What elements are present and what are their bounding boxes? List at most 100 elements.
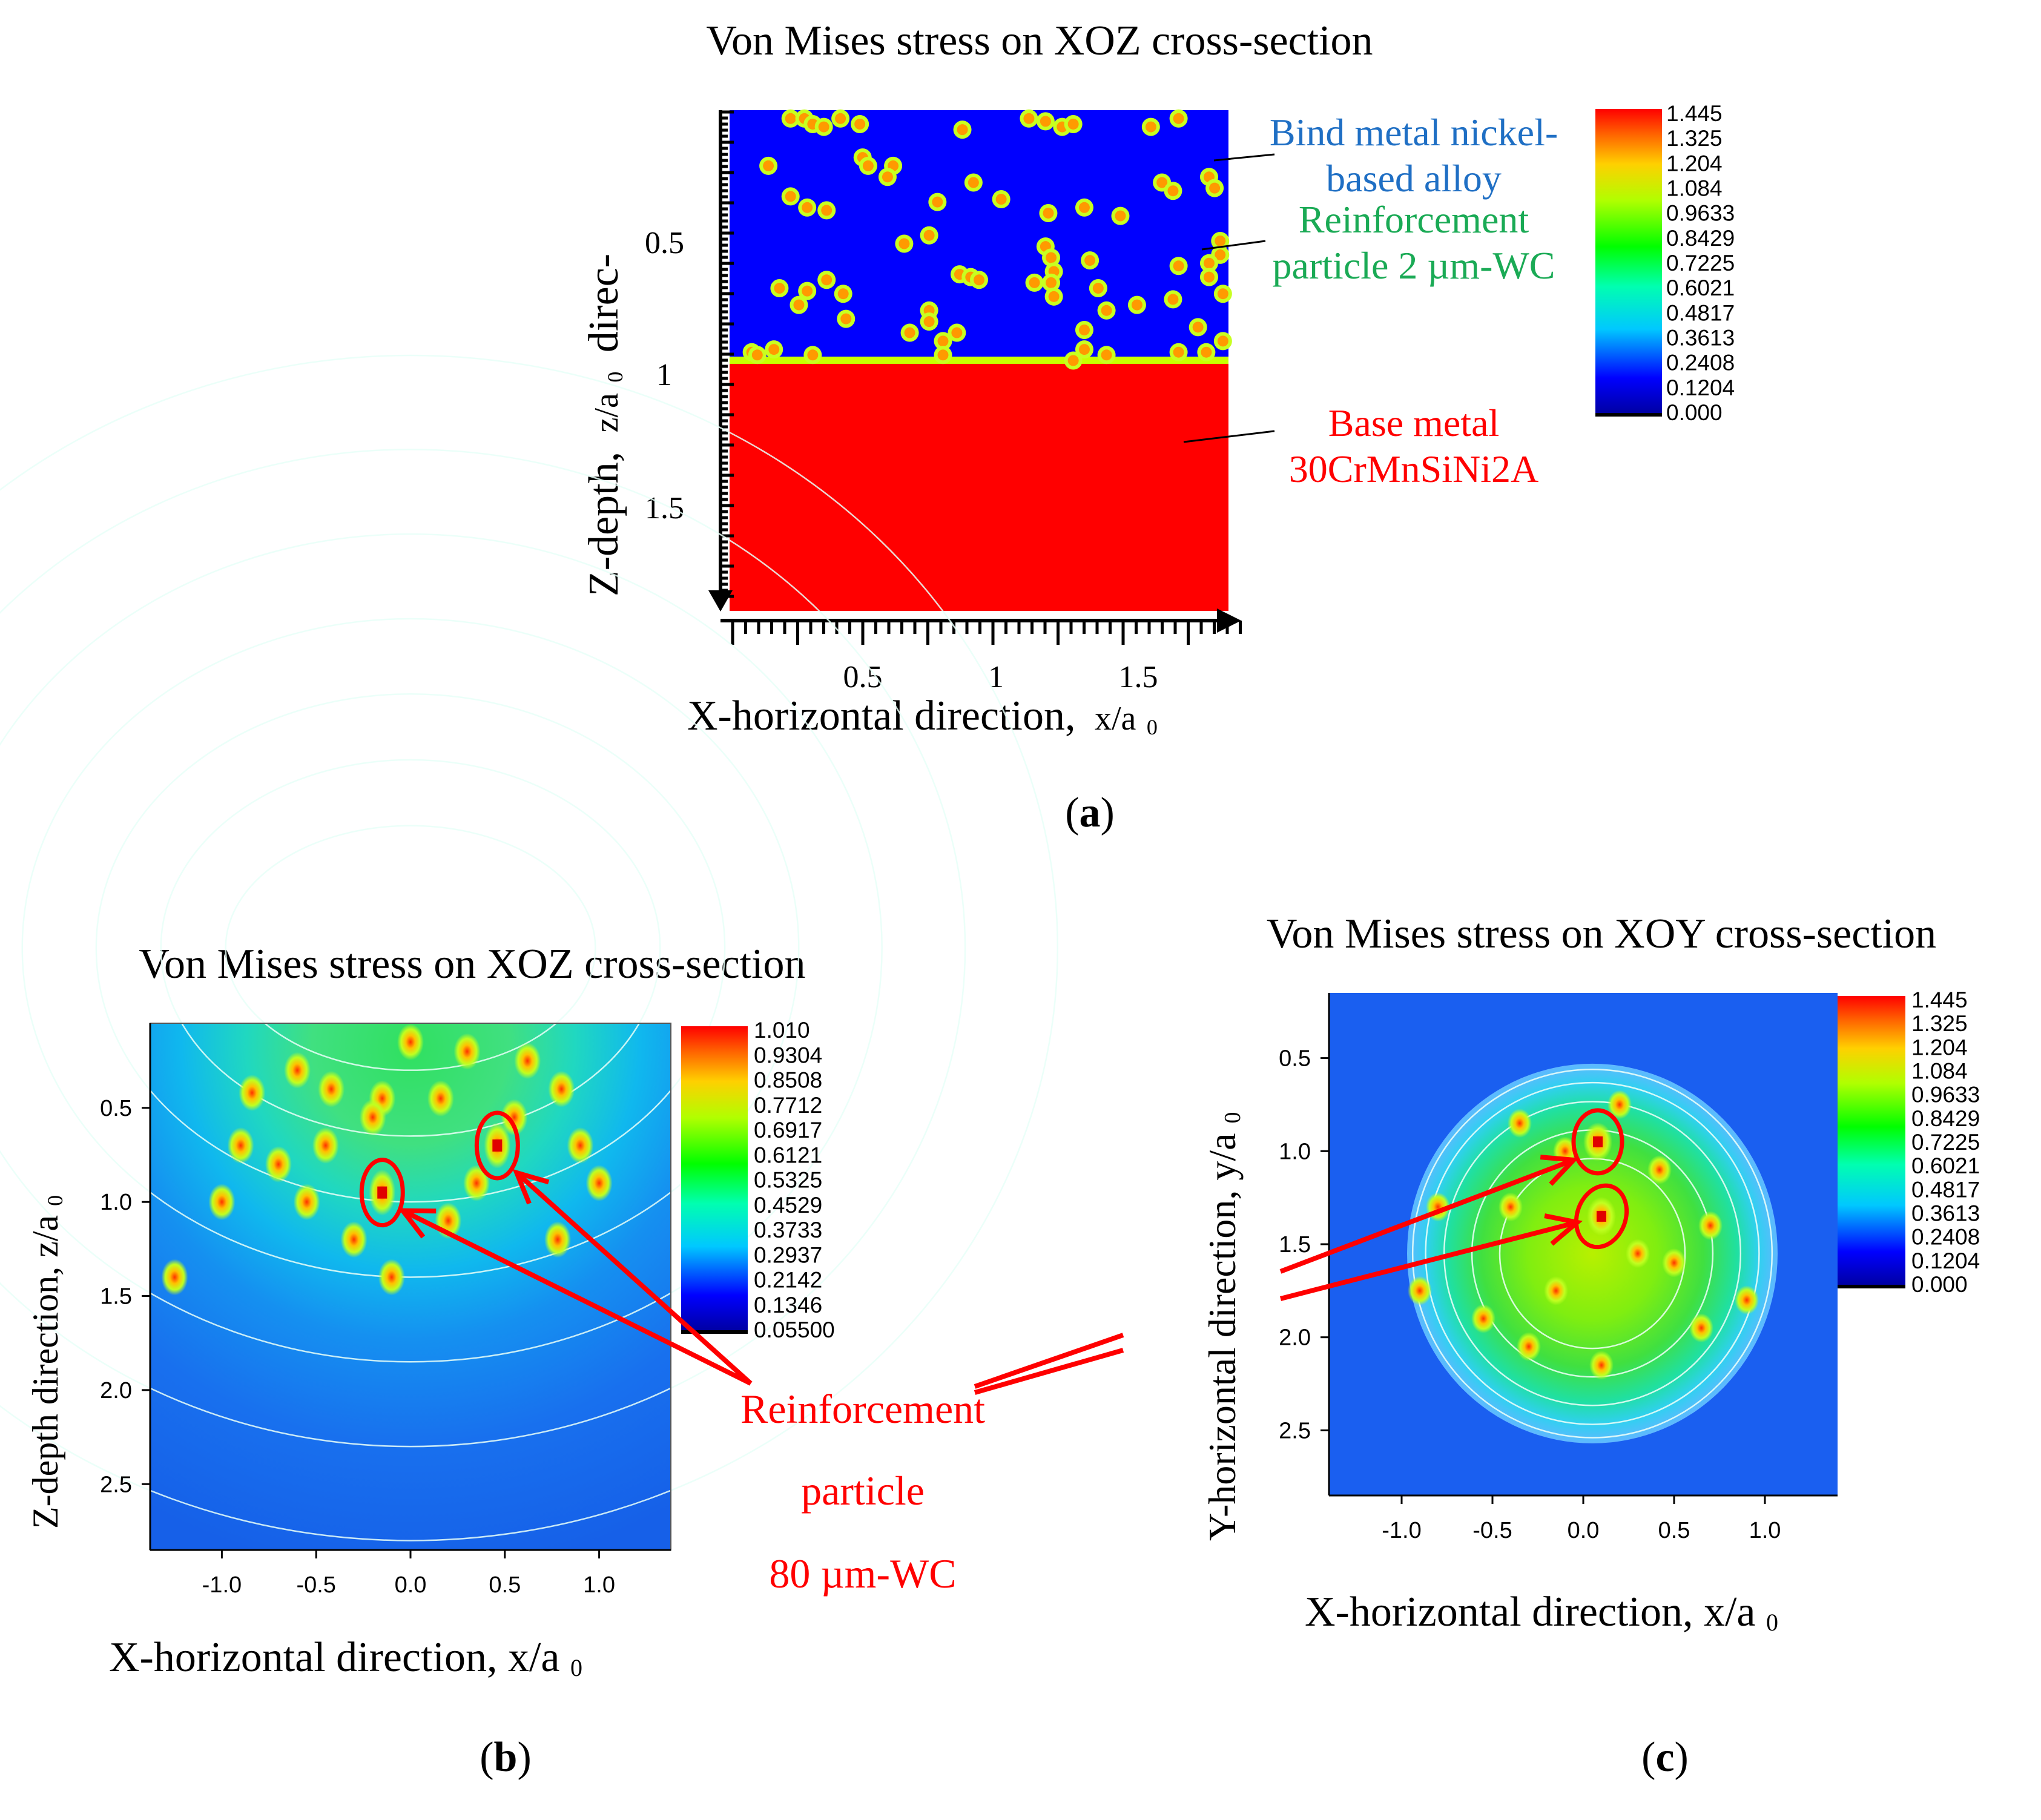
callout-arrow	[398, 1208, 752, 1386]
panel-c-hotspot	[1517, 1332, 1541, 1362]
panel-a-wc-particle	[798, 282, 817, 300]
panel-a-wc-particle	[1097, 301, 1116, 320]
callout-arrows	[398, 1155, 1583, 1395]
panel-a-wc-particle	[1075, 320, 1093, 339]
panel-b-contour	[0, 533, 883, 1363]
panel-b-colorbar	[681, 1026, 748, 1332]
colorbar-label: 0.000	[1666, 400, 1723, 425]
panel-b-ylabel-subscript: 0	[43, 1195, 67, 1206]
panel-c-ylabel-subscript: 0	[1220, 1112, 1245, 1123]
panel-b-particle-core	[377, 1186, 387, 1199]
panel-a-x-ticks	[731, 621, 1242, 645]
panel-b-hotspots	[161, 1024, 613, 1296]
panel-b-hotspot	[208, 1184, 236, 1221]
panel-a-wc-particle	[834, 285, 852, 303]
panel-a-wc-particle	[748, 346, 767, 364]
panel-a-wc-particle	[790, 295, 808, 314]
panel-b-hotspot	[585, 1165, 613, 1202]
panel-b-ytick-label: 1.5	[100, 1284, 132, 1310]
panel-a-wc-particle	[859, 156, 877, 175]
panel-b-hotspot	[227, 1127, 254, 1164]
panel-b-xtick-label: 0.0	[395, 1572, 427, 1598]
panel-a-wc-particle	[1199, 268, 1218, 286]
panel-c-hotspot	[1735, 1285, 1759, 1315]
panel-a-wc-particle	[1044, 287, 1063, 306]
panel-b-ytick-label: 2.0	[100, 1378, 132, 1403]
colorbar-label: 0.8429	[1911, 1106, 1980, 1131]
panel-a-ytick-label: 0.5	[645, 226, 684, 260]
panel-b-highlight-circle	[359, 1158, 405, 1228]
panel-b-contour	[95, 693, 726, 1203]
panel-b-caption: (b)	[480, 1734, 532, 1781]
panel-b-hotspot	[567, 1127, 594, 1164]
colorbar-label: 0.9633	[1911, 1083, 1980, 1107]
panel-a-reinforcement-label: particle 2 µm-WC	[1273, 244, 1555, 287]
panel-a-base-metal-region	[730, 361, 1228, 611]
callout-arrow	[512, 1169, 753, 1385]
panel-c-xlabel-subscript: 0	[1766, 1609, 1778, 1636]
panel-c-xtick-label: -1.0	[1382, 1518, 1421, 1543]
panel-a-wc-particle	[837, 309, 856, 328]
panel-a-wc-particle	[759, 156, 778, 175]
panel-a-wc-particle	[781, 187, 800, 206]
panel-a-bind-metal-label: Bind metal nickel-	[1270, 111, 1558, 154]
panel-a-particles	[742, 109, 1232, 370]
panel-b-x-axis-label: X-horizontal direction, x/a 0	[109, 1634, 582, 1681]
panel-c-disk	[1407, 1063, 1778, 1443]
panel-c-caption: (c)	[1641, 1734, 1689, 1781]
colorbar-label: 0.2408	[1666, 351, 1735, 375]
panel-b-hotspot	[284, 1052, 311, 1089]
panel-a-xtick-label: 1.5	[1119, 660, 1158, 694]
panel-a-wc-particle	[817, 271, 836, 289]
colorbar-label: 0.1204	[1666, 375, 1735, 400]
colorbar-label: 0.4529	[754, 1193, 822, 1218]
panel-b-hotspot	[378, 1259, 405, 1296]
panel-a: Von Mises stress on XOZ cross-section 0.…	[581, 18, 1735, 836]
reinforcement-particle-callout: Reinforcement particle 80 µm-WC	[398, 1155, 1583, 1597]
panel-b-particle-core	[492, 1139, 503, 1152]
panel-a-wc-particle	[803, 346, 822, 364]
panel-b-contour-lines	[0, 355, 1058, 1541]
panel-c-x-axis-label: X-horizontal direction, x/a 0	[1305, 1589, 1778, 1636]
callout-line-1: Reinforcement	[740, 1386, 985, 1432]
panel-b-hotspot	[312, 1127, 339, 1164]
callout-line-3: 80 µm-WC	[769, 1551, 956, 1597]
panel-b-hotspot	[453, 1033, 481, 1070]
panel-a-y-axis-label: Z-depth, z/a 0 direc-	[581, 254, 632, 596]
panel-a-xlabel-subscript: 0	[1147, 715, 1158, 739]
panel-b-axes: -1.0 -0.5 0.0 0.5 1.0 0.5 1.0 1.5 2.0 2.5	[100, 1023, 671, 1598]
callout-connector	[974, 1333, 1124, 1389]
panel-c-hotspot	[1662, 1248, 1686, 1278]
panel-a-wc-particle	[1213, 285, 1232, 303]
panel-b-hotspot	[359, 1099, 386, 1136]
colorbar-label: 1.325	[1911, 1011, 1968, 1036]
panel-a-wc-particle	[851, 114, 869, 133]
panel-c-contour	[1425, 1081, 1760, 1425]
panel-c-contour	[1443, 1101, 1742, 1406]
panel-c-hotspot	[1607, 1090, 1632, 1119]
panel-a-xlabel-var: x/a	[1095, 700, 1136, 737]
panel-a-ylabel-subscript: 0	[603, 372, 627, 383]
colorbar-label: 0.6021	[1911, 1153, 1980, 1178]
panel-a-wc-particle	[1064, 114, 1083, 133]
panel-a-xlabel-main: X-horizontal direction,	[687, 693, 1075, 739]
panel-b-contour	[225, 825, 596, 1071]
panel-a-wc-particle	[1075, 340, 1093, 359]
panel-b-hotspot	[501, 1099, 528, 1136]
panel-a-wc-particle	[1164, 182, 1182, 200]
panel-c-hotspot	[1589, 1350, 1614, 1380]
panel-c-xtick-label: -0.5	[1472, 1518, 1512, 1543]
callout-connector	[974, 1348, 1124, 1395]
panel-a-wc-particle	[1064, 351, 1083, 370]
colorbar-label: 0.9633	[1666, 201, 1735, 226]
panel-a-wc-particle	[831, 109, 850, 128]
colorbar-label: 0.7225	[1911, 1130, 1980, 1155]
panel-c-contour	[1411, 1068, 1773, 1439]
colorbar-label: 0.3733	[754, 1218, 822, 1242]
panel-a-ylabel-var: z/a	[588, 393, 625, 432]
panel-c-ytick-label: 1.5	[1279, 1232, 1311, 1258]
panel-c-xlabel-main: X-horizontal direction, x/a	[1305, 1589, 1755, 1635]
panel-b-stress-field	[150, 1023, 671, 1550]
panel-a-wc-particle	[1025, 273, 1044, 292]
panel-a-wc-particle	[1169, 257, 1188, 275]
